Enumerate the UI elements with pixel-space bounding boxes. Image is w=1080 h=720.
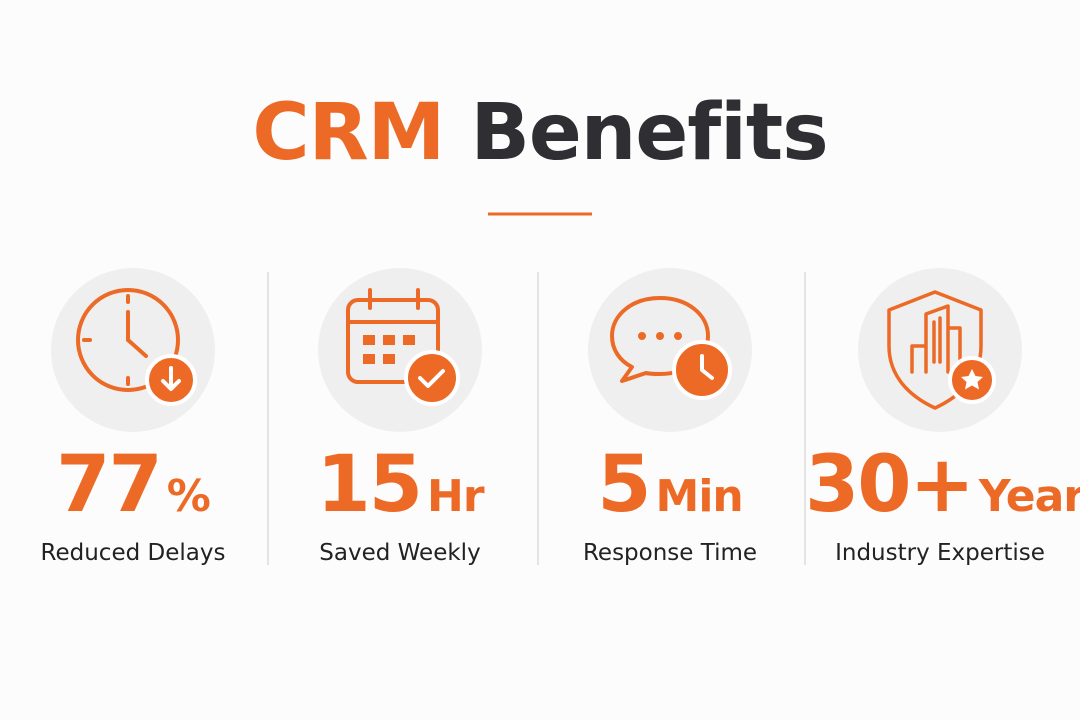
stat-unit: Years [978,471,1080,522]
chat-icon [610,296,732,400]
stat-unit: Min [655,471,744,522]
icon-backgrounds [51,268,1022,432]
stat-value: 30+Years [805,440,1080,530]
stat-number: 77 [56,440,163,530]
stat-value: 15 Hr [265,440,535,530]
title-accent: CRM [252,88,445,178]
title: CRM Benefits [0,88,1080,178]
stat-label: Response Time [582,540,758,566]
stat-unit: Hr [427,471,485,522]
stat-value: 5 Min [535,440,805,530]
stat-number: 15 [316,440,423,530]
stat-label: Reduced Delays [40,540,226,566]
shield-icon [887,290,996,410]
stat-unit: % [166,471,211,522]
stat-label: Industry Expertise [835,540,1045,566]
title-rest: Benefits [470,88,828,178]
dividers [267,272,806,565]
stat-number: 5 [597,440,651,530]
stat-number: 30+ [805,440,975,530]
stat-label: Saved Weekly [319,540,481,566]
stat-value: 77% [0,440,268,530]
clock-icon [76,288,197,406]
calendar-icon [346,288,460,406]
